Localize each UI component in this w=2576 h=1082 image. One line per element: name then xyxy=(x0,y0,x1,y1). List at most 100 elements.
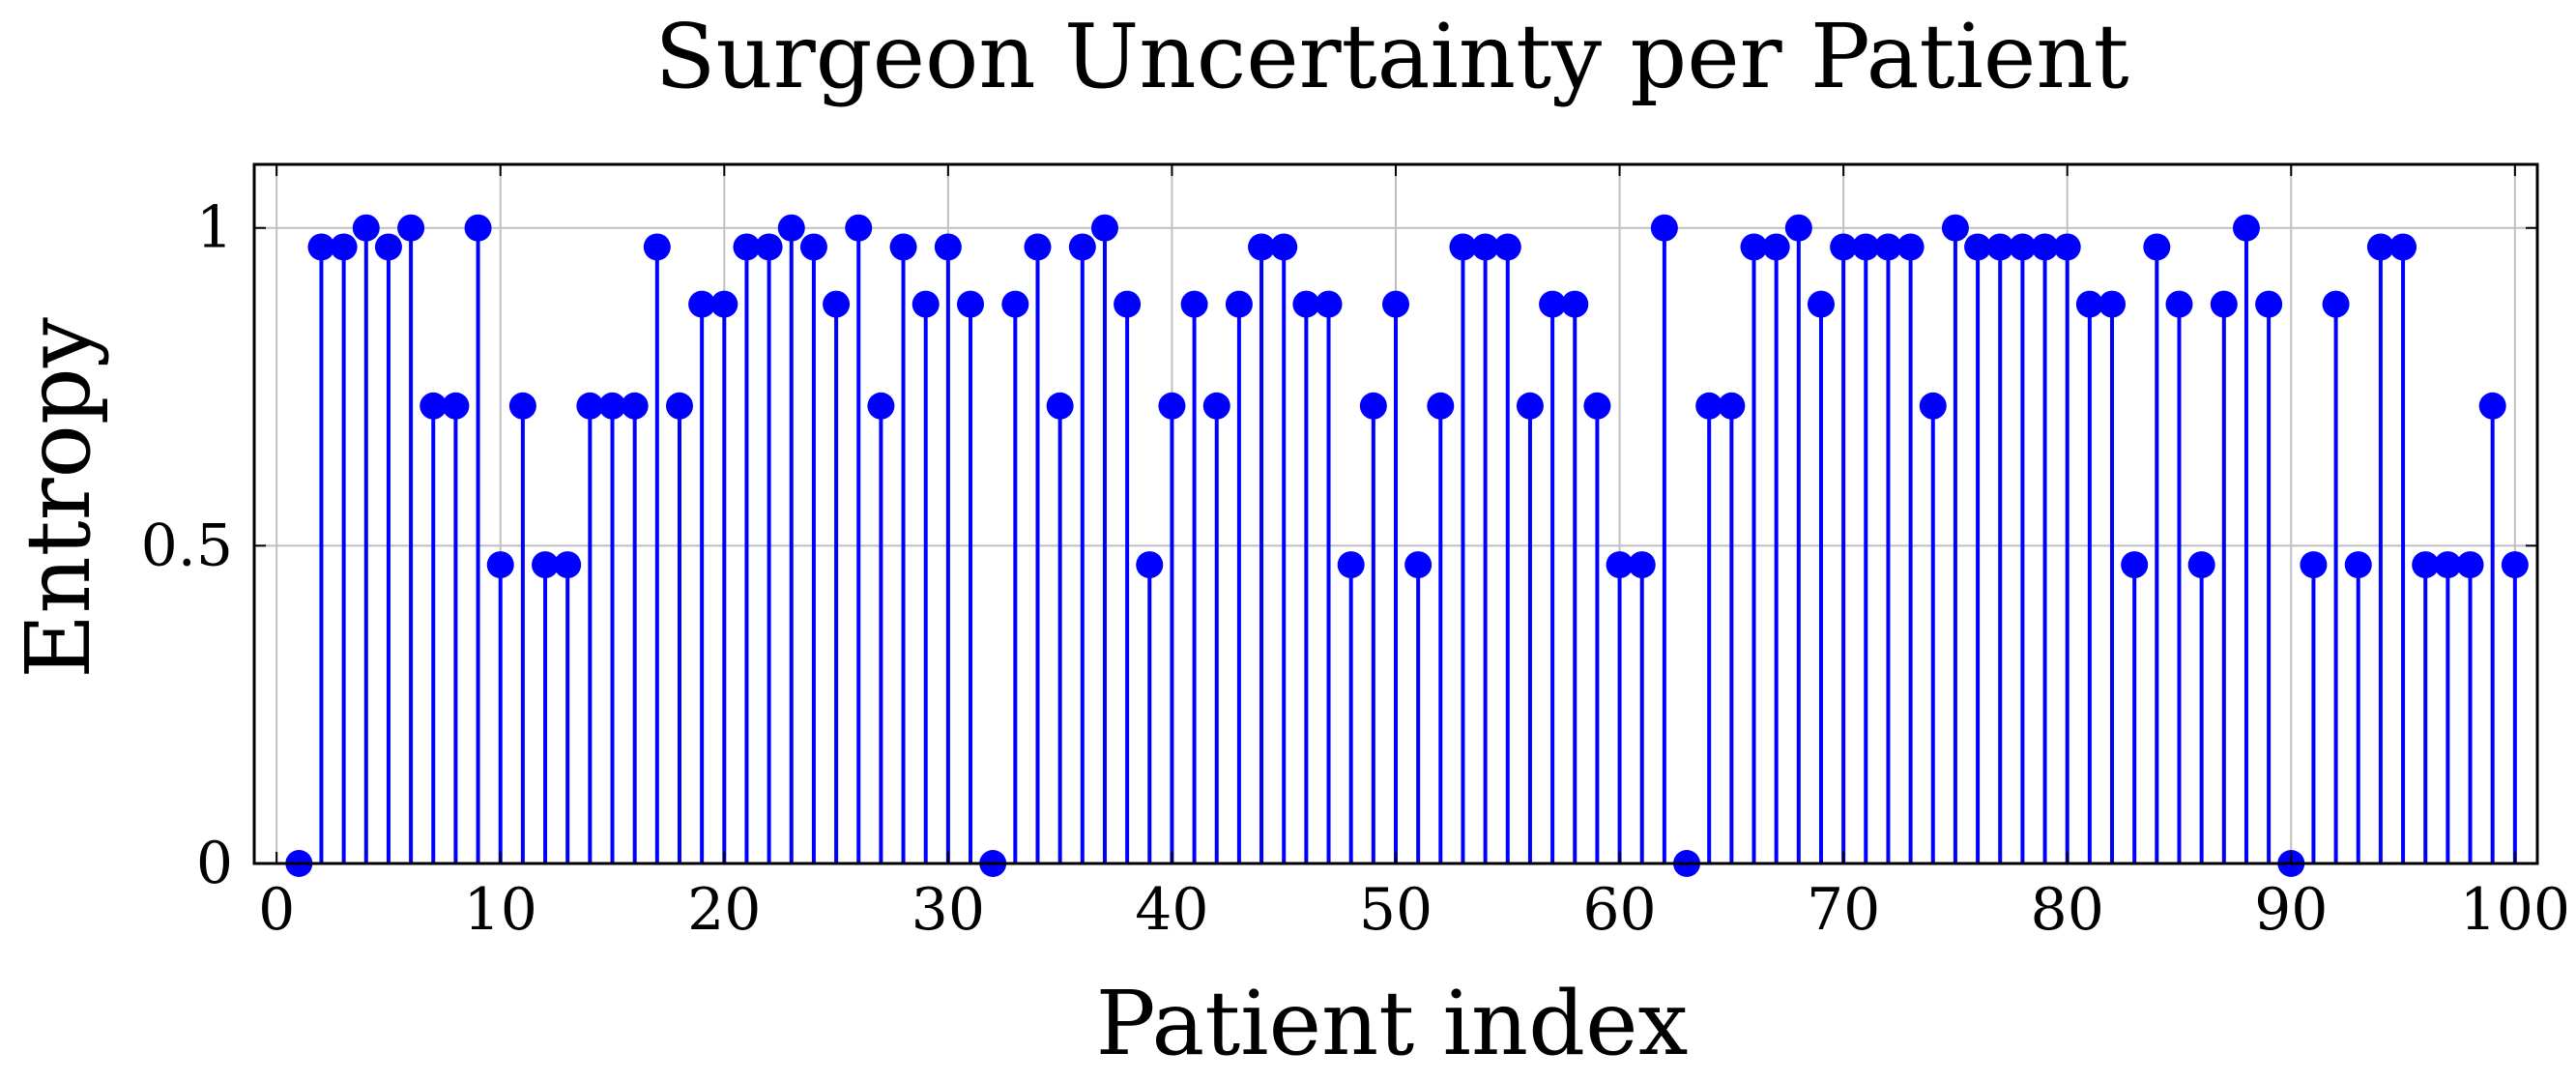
stem-point xyxy=(2322,290,2350,318)
stem-point xyxy=(374,233,402,261)
stem-point xyxy=(532,551,560,579)
stem-point xyxy=(2501,551,2529,579)
stem-point xyxy=(1762,233,1790,261)
stem-point xyxy=(1180,290,1208,318)
stem-point xyxy=(2143,233,2171,261)
stem-point xyxy=(442,392,470,420)
stem-point xyxy=(2412,551,2440,579)
stem-point xyxy=(2232,214,2260,242)
stem-point xyxy=(2434,551,2462,579)
stem-point xyxy=(2389,233,2417,261)
stem-point xyxy=(1606,551,1634,579)
stem-point xyxy=(1516,392,1544,420)
x-tick-label: 10 xyxy=(464,876,537,944)
stem-point xyxy=(2478,392,2506,420)
stem-point xyxy=(621,392,649,420)
stem-point xyxy=(2456,551,2484,579)
stem-point xyxy=(755,233,783,261)
x-tick-label: 90 xyxy=(2254,876,2328,944)
stem-point xyxy=(1024,233,1052,261)
stem-point xyxy=(1471,233,1499,261)
stem-point xyxy=(845,214,873,242)
chart-title: Surgeon Uncertainty per Patient xyxy=(654,5,2128,108)
stem-point xyxy=(1695,392,1723,420)
stem-point xyxy=(1628,551,1656,579)
stem-point xyxy=(420,392,448,420)
stem-point xyxy=(1583,392,1611,420)
stem-point xyxy=(1090,214,1118,242)
stem-point xyxy=(1359,392,1387,420)
stem-point xyxy=(330,233,358,261)
stem-point xyxy=(1114,290,1142,318)
stem-point xyxy=(1919,392,1947,420)
stem-point xyxy=(1986,233,2014,261)
x-tick-label: 100 xyxy=(2460,876,2571,944)
stem-point xyxy=(1136,551,1164,579)
stem-point xyxy=(2210,290,2238,318)
stem-point xyxy=(2009,233,2037,261)
stem-point xyxy=(508,392,536,420)
stem-point xyxy=(2098,290,2127,318)
stem-point xyxy=(1449,233,1477,261)
stem-point xyxy=(1784,214,1812,242)
stem-point xyxy=(1292,290,1320,318)
stem-point xyxy=(1830,233,1858,261)
stem-point xyxy=(352,214,380,242)
stem-point xyxy=(598,392,626,420)
stem-point xyxy=(799,233,827,261)
stem-point xyxy=(2053,233,2081,261)
stem-point xyxy=(1718,392,1746,420)
stem-point xyxy=(1315,290,1343,318)
stem-point xyxy=(934,233,962,261)
y-tick-label: 1 xyxy=(196,194,233,262)
stem-point xyxy=(1382,290,1409,318)
x-tick-label: 20 xyxy=(687,876,761,944)
stem-point xyxy=(554,551,582,579)
y-tick-label: 0.5 xyxy=(141,512,233,579)
stem-point xyxy=(2031,233,2059,261)
stem-point xyxy=(1427,392,1455,420)
stem-point xyxy=(2344,551,2372,579)
stem-point xyxy=(777,214,805,242)
stem-point xyxy=(307,233,335,261)
x-tick-label: 70 xyxy=(1807,876,1880,944)
stem-point xyxy=(710,290,738,318)
x-tick-label: 80 xyxy=(2031,876,2104,944)
stem-point xyxy=(464,214,492,242)
stem-point xyxy=(867,392,895,420)
x-tick-label: 60 xyxy=(1582,876,1656,944)
stem-point xyxy=(665,392,693,420)
stem-point xyxy=(1896,233,1925,261)
stem-point xyxy=(1225,290,1253,318)
stem-point xyxy=(486,551,514,579)
stem-point xyxy=(1964,233,1992,261)
stem-point xyxy=(1001,290,1029,318)
stem-point xyxy=(1650,214,1678,242)
stem-point xyxy=(1068,233,1096,261)
x-tick-label: 30 xyxy=(912,876,985,944)
stem-point xyxy=(2075,290,2103,318)
stem-point xyxy=(1807,290,1835,318)
stem-point xyxy=(1046,392,1074,420)
stem-point xyxy=(643,233,671,261)
stem-point xyxy=(1202,392,1230,420)
stem-point xyxy=(1740,233,1768,261)
stem-point xyxy=(1539,290,1567,318)
y-tick-label: 0 xyxy=(196,830,233,897)
stem-point xyxy=(1561,290,1589,318)
stem-point xyxy=(1404,551,1433,579)
stem-point xyxy=(1852,233,1880,261)
stem-point xyxy=(2187,551,2215,579)
x-axis-title: Patient index xyxy=(1096,972,1689,1075)
stem-point xyxy=(1337,551,1365,579)
stem-point xyxy=(576,392,604,420)
stem-point xyxy=(2255,290,2283,318)
stem-point xyxy=(733,233,761,261)
stem-point xyxy=(1158,392,1186,420)
stem-point xyxy=(1270,233,1298,261)
stem-point xyxy=(397,214,425,242)
stem-point xyxy=(1941,214,1969,242)
x-tick-label: 40 xyxy=(1135,876,1208,944)
stem-point xyxy=(823,290,851,318)
